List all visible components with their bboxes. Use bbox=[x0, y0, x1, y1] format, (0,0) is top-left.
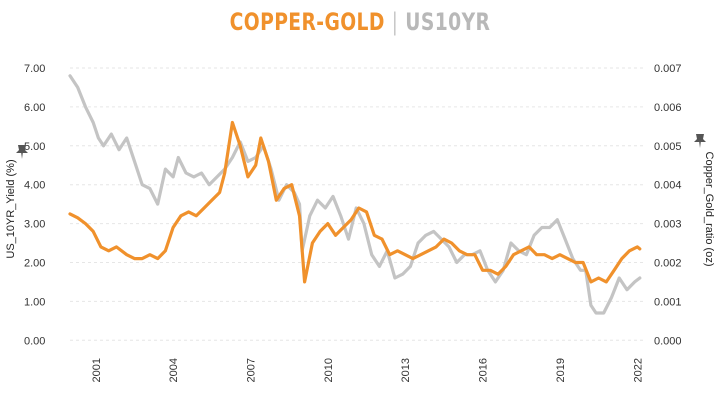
y-right-tick-label: 0.003 bbox=[654, 219, 682, 231]
y-right-tick-label: 0.002 bbox=[654, 257, 682, 269]
x-tick-label: 2016 bbox=[478, 358, 490, 382]
y-right-tick-label: 0.006 bbox=[654, 102, 682, 114]
y-left-tick-label: 7.00 bbox=[24, 63, 45, 75]
y-left-tick-label: 6.00 bbox=[24, 102, 45, 114]
y-left-tick-label: 0.00 bbox=[24, 335, 45, 347]
series-line-copper-gold bbox=[68, 120, 642, 284]
title-us10yr: US10YR bbox=[405, 8, 491, 36]
chart-title: COPPER-GOLD | US10YR bbox=[79, 8, 641, 36]
y-right-tick-label: 0.001 bbox=[654, 296, 682, 308]
y-right-axis-label: Copper_Gold_ratio (oz) bbox=[703, 152, 715, 267]
y-left-tick-label: 1.00 bbox=[24, 296, 45, 308]
pin-icon[interactable] bbox=[16, 145, 28, 159]
x-tick-label: 2001 bbox=[91, 358, 103, 382]
pin-icon[interactable] bbox=[694, 134, 706, 148]
x-tick-label: 2013 bbox=[400, 358, 412, 382]
y-right-tick-label: 0.004 bbox=[654, 180, 682, 192]
y-left-tick-label: 3.00 bbox=[24, 219, 45, 231]
y-right-tick-label: 0.005 bbox=[654, 141, 682, 153]
x-tick-label: 2022 bbox=[632, 358, 644, 382]
series-line-us10yr bbox=[68, 74, 642, 315]
x-tick-label: 2019 bbox=[555, 358, 567, 382]
y-left-tick-label: 4.00 bbox=[24, 180, 45, 192]
y-right-tick-label: 0.000 bbox=[654, 335, 682, 347]
title-separator: | bbox=[391, 8, 399, 36]
y-left-axis-label: US_10YR_Yield (%) bbox=[5, 159, 17, 258]
y-left-tick-label: 5.00 bbox=[24, 141, 45, 153]
x-tick-label: 2007 bbox=[245, 358, 257, 382]
x-tick-label: 2004 bbox=[168, 358, 180, 382]
y-left-tick-label: 2.00 bbox=[24, 257, 45, 269]
title-copper-gold: COPPER-GOLD bbox=[229, 8, 385, 36]
y-right-tick-label: 0.007 bbox=[654, 63, 682, 75]
x-tick-label: 2010 bbox=[323, 358, 335, 382]
